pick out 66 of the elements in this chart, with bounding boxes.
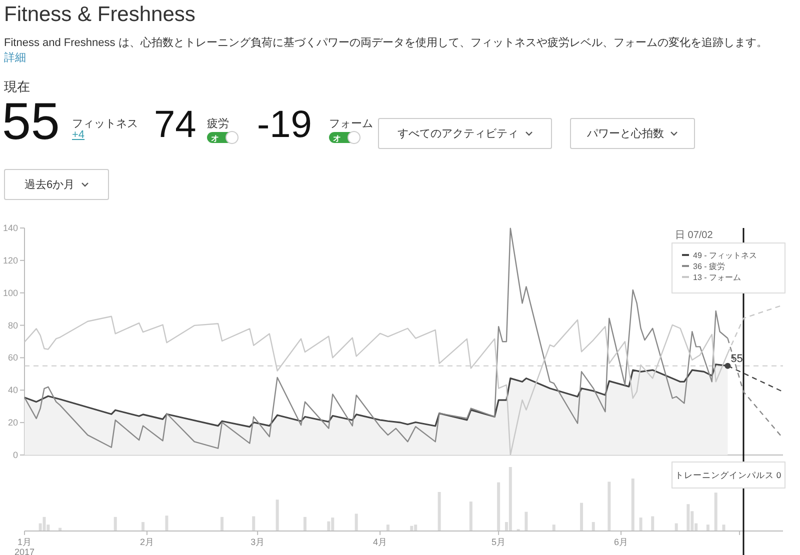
bar — [303, 516, 306, 531]
bar — [706, 524, 710, 531]
bar — [331, 518, 334, 531]
bar — [592, 522, 595, 531]
text: すべてのアクティビティ — [398, 127, 518, 141]
bar — [639, 518, 642, 531]
y-tick-label: 40 — [8, 385, 18, 396]
bar — [686, 504, 690, 531]
bar — [114, 516, 117, 531]
toggle-switch[interactable]: オ — [207, 131, 239, 145]
text: フォーム — [329, 117, 373, 131]
x-tick-label: 1月 — [17, 537, 32, 547]
x-tick-label: 5月 — [492, 537, 506, 547]
bar — [42, 516, 46, 531]
bar — [674, 523, 678, 531]
text: 過去6か月 — [24, 178, 75, 192]
text: Fitness and Freshness は、心拍数とトレーニング負荷に基づくパワーの両データを使用して、フィットネスや疲労レベル、フォームの変化を追跡します。 — [4, 36, 768, 50]
bar — [722, 524, 726, 531]
y-tick-label: 80 — [8, 320, 18, 330]
legend-label: 36 - 疲労 — [693, 262, 726, 271]
x-tick-label: 2月 — [140, 537, 154, 547]
bar — [354, 514, 358, 531]
bar — [497, 482, 500, 531]
y-tick-label: 20 — [8, 418, 18, 428]
bar — [327, 521, 330, 531]
bar — [386, 524, 390, 531]
text: 74 — [154, 104, 196, 147]
annotation: トレーニングインパルス 0 — [674, 470, 782, 480]
text: フィットネス — [72, 117, 138, 130]
legend-label: 49 - フィットネス — [693, 251, 758, 260]
y-tick-label: 0 — [12, 450, 18, 460]
y-tick-label: 140 — [2, 223, 18, 233]
bar — [580, 502, 584, 531]
y-tick-label: 120 — [2, 255, 18, 266]
bar — [524, 512, 528, 531]
legend-title: 日 07/02 — [675, 230, 714, 241]
annotation: 55 — [730, 352, 743, 365]
bar — [220, 516, 224, 531]
bar — [252, 516, 256, 531]
toggle-switch[interactable]: オ — [329, 131, 361, 145]
y-tick-label: 60 — [8, 352, 18, 363]
text: 疲労 — [207, 117, 229, 131]
x-tick-label: 4月 — [373, 537, 388, 547]
text: +4 — [72, 129, 85, 141]
text: パワーと心拍数 — [587, 126, 664, 141]
text: -19 — [257, 104, 312, 147]
bar — [651, 516, 654, 531]
tooltip-box: トレーニングインパルス 0 — [672, 462, 786, 488]
bar — [714, 492, 718, 531]
bar — [142, 522, 145, 531]
bar — [552, 524, 556, 531]
x-tick-label: 3月 — [250, 537, 265, 547]
text: 詳細 — [4, 51, 26, 65]
bar — [438, 492, 441, 531]
bar — [608, 482, 611, 531]
bar — [414, 524, 418, 531]
bar — [631, 478, 634, 531]
y-tick-label: 100 — [2, 288, 18, 298]
bar — [276, 500, 279, 531]
text: Fitness & Freshness — [4, 3, 196, 27]
bar — [165, 516, 168, 531]
legend-label: 13 - フォーム — [693, 273, 742, 282]
bar — [469, 502, 472, 531]
text: 2017 — [14, 547, 35, 555]
x-tick-label: 6月 — [614, 537, 628, 547]
bar — [508, 467, 512, 531]
